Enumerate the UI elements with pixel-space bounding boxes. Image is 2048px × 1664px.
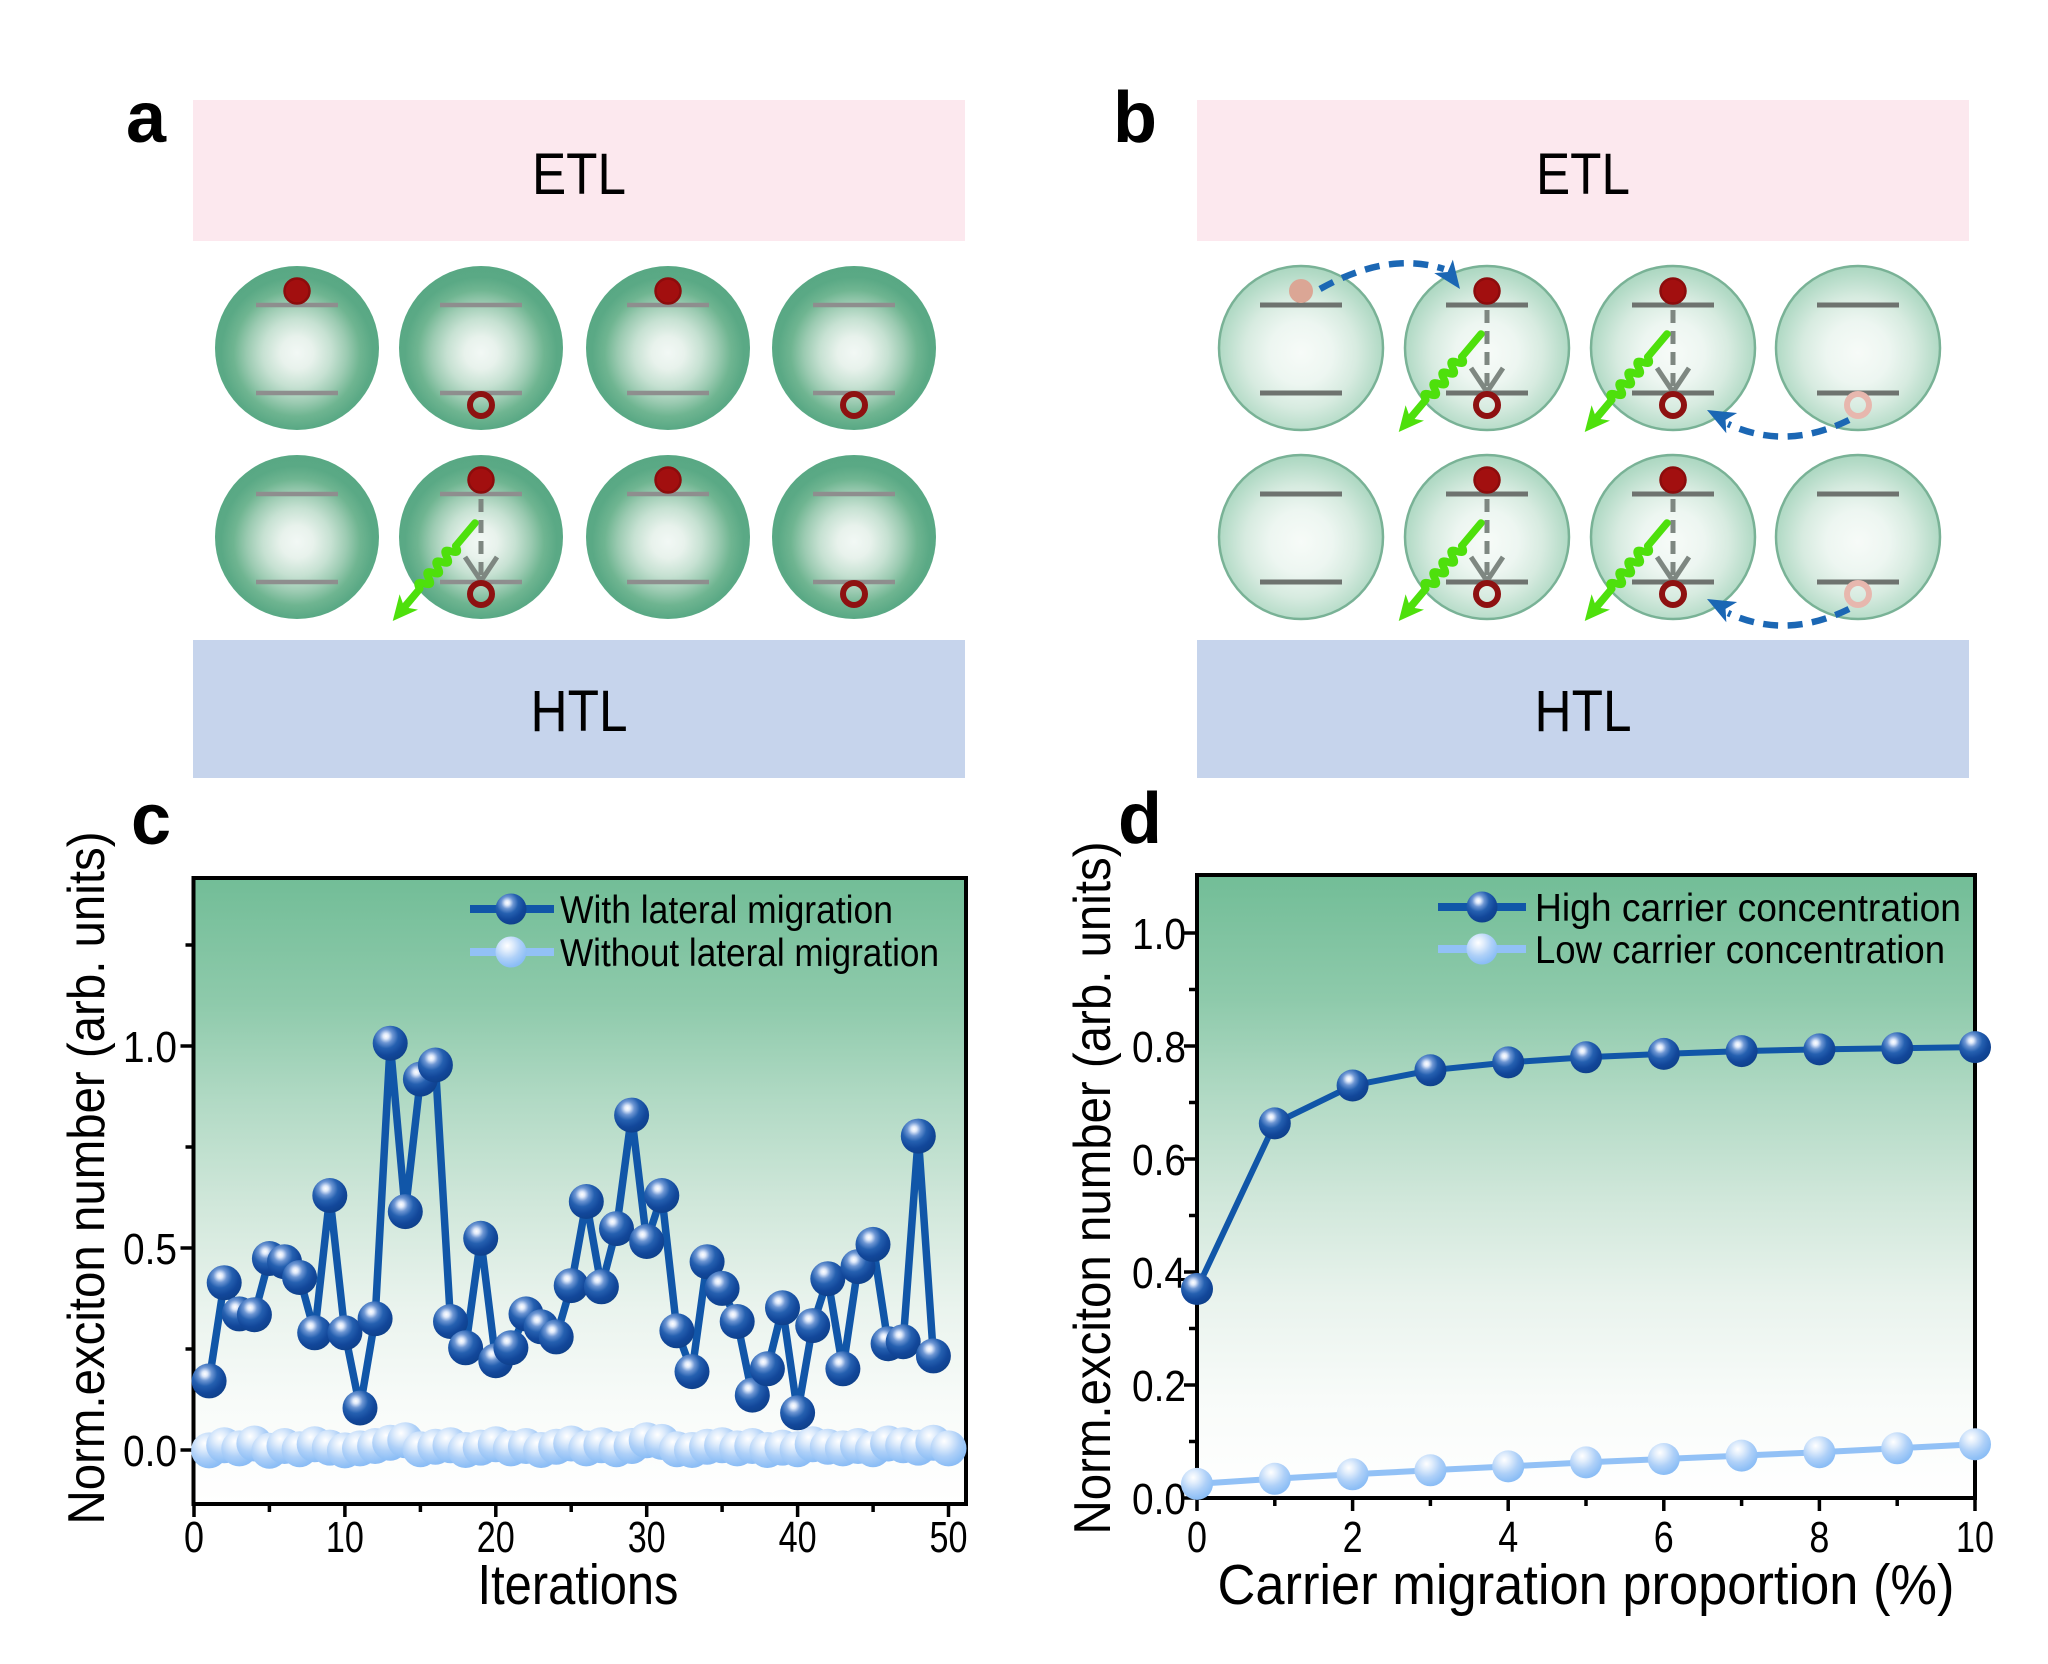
svg-text:8: 8 [1809, 1513, 1829, 1562]
svg-text:Iterations: Iterations [478, 1553, 679, 1617]
svg-text:Low carrier concentration: Low carrier concentration [1535, 929, 1945, 972]
svg-text:0.0: 0.0 [1132, 1475, 1186, 1524]
svg-text:6: 6 [1654, 1513, 1674, 1562]
svg-text:c: c [131, 780, 171, 860]
svg-text:10: 10 [326, 1513, 364, 1562]
svg-text:Without lateral migration: Without lateral migration [560, 932, 939, 975]
svg-text:0: 0 [1187, 1513, 1207, 1562]
svg-text:20: 20 [477, 1513, 515, 1562]
svg-text:High carrier concentration: High carrier concentration [1535, 887, 1961, 930]
svg-text:10: 10 [1956, 1513, 1994, 1562]
svg-text:Carrier migration proportion (: Carrier migration proportion (%) [1218, 1553, 1955, 1617]
svg-text:0: 0 [184, 1513, 204, 1562]
svg-text:1.0: 1.0 [123, 1023, 177, 1072]
svg-text:HTL: HTL [531, 679, 628, 744]
svg-text:2: 2 [1343, 1513, 1363, 1562]
svg-text:ETL: ETL [1536, 142, 1630, 207]
svg-text:d: d [1118, 779, 1162, 859]
svg-text:0.6: 0.6 [1132, 1136, 1186, 1185]
svg-text:With lateral migration: With lateral migration [560, 889, 893, 932]
svg-text:0.8: 0.8 [1132, 1023, 1186, 1072]
svg-text:1.0: 1.0 [1132, 910, 1186, 959]
svg-text:ETL: ETL [532, 142, 626, 207]
svg-text:Norm.exciton number (arb. unit: Norm.exciton number (arb. units) [58, 832, 116, 1525]
svg-text:HTL: HTL [1535, 679, 1632, 744]
svg-text:0.2: 0.2 [1132, 1362, 1186, 1411]
svg-text:30: 30 [628, 1513, 666, 1562]
svg-text:Norm.exciton number (arb. unit: Norm.exciton number (arb. units) [1064, 842, 1122, 1535]
svg-text:a: a [126, 78, 167, 158]
svg-text:50: 50 [930, 1513, 968, 1562]
svg-text:0.0: 0.0 [123, 1427, 177, 1476]
svg-text:0.5: 0.5 [123, 1225, 177, 1274]
svg-text:40: 40 [779, 1513, 817, 1562]
svg-text:b: b [1113, 78, 1157, 158]
svg-text:0.4: 0.4 [1132, 1249, 1186, 1298]
svg-text:4: 4 [1498, 1513, 1518, 1562]
